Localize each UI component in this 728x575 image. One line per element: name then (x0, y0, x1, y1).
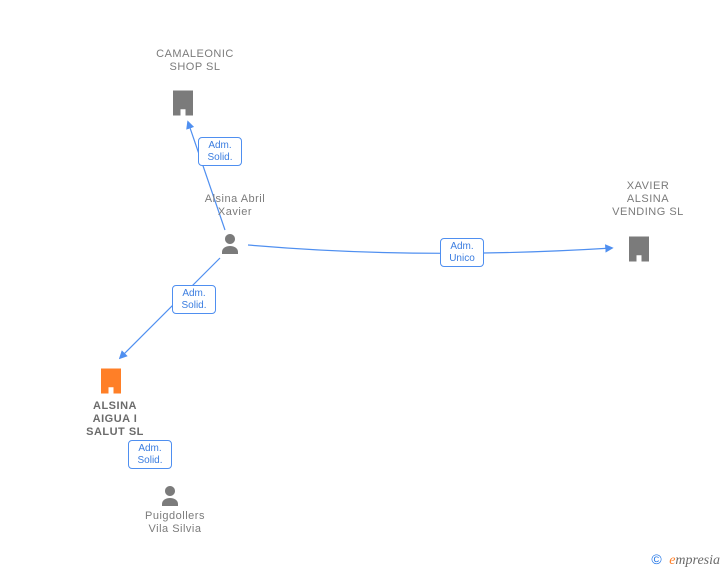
watermark: © empresia (651, 551, 720, 569)
label-line: ALSINA (627, 193, 669, 205)
edge-label-line: Solid. (207, 152, 232, 163)
copyright-symbol: © (651, 551, 661, 567)
person-icon (218, 232, 242, 256)
edge-label-vending: Adm. Unico (440, 238, 484, 267)
label-line: Puigdollers (145, 510, 205, 522)
person-icon (158, 484, 182, 508)
label-line: SHOP SL (170, 61, 221, 73)
edge-label-line: Adm. (450, 241, 473, 252)
label-line: VENDING SL (612, 206, 684, 218)
edge-label-line: Adm. (138, 443, 161, 454)
label-line: ALSINA (93, 400, 137, 412)
edge-label-puigdollers: Adm. Solid. (128, 440, 172, 469)
building-icon (624, 234, 654, 264)
edge-label-line: Solid. (181, 300, 206, 311)
label-line: AIGUA I (93, 413, 138, 425)
label-line: Alsina Abril (205, 193, 265, 205)
label-line: Xavier (218, 206, 252, 218)
brand-rest: mpresia (675, 553, 720, 568)
node-label-puigdollers: Puigdollers Vila Silvia (130, 510, 220, 536)
label-line: Vila Silvia (149, 523, 202, 535)
edge-alsina-vending (248, 245, 612, 253)
building-icon (168, 88, 198, 118)
edge-label-line: Adm. (182, 288, 205, 299)
edge-label-camaleonic: Adm. Solid. (198, 137, 242, 166)
node-label-xavier-vending: XAVIER ALSINA VENDING SL (598, 180, 698, 220)
label-line: XAVIER (627, 180, 670, 192)
node-label-alsina-abril: Alsina Abril Xavier (190, 193, 280, 219)
label-line: CAMALEONIC (156, 48, 234, 60)
edges-layer (0, 0, 728, 575)
edge-label-line: Adm. (208, 140, 231, 151)
node-label-camaleonic: CAMALEONIC SHOP SL (145, 48, 245, 74)
node-label-alsina-aigua: ALSINA AIGUA I SALUT SL (70, 400, 160, 440)
building-icon (96, 366, 126, 396)
edge-label-line: Unico (449, 253, 475, 264)
edge-label-aigua: Adm. Solid. (172, 285, 216, 314)
label-line: SALUT SL (86, 426, 144, 438)
edge-label-line: Solid. (137, 455, 162, 466)
